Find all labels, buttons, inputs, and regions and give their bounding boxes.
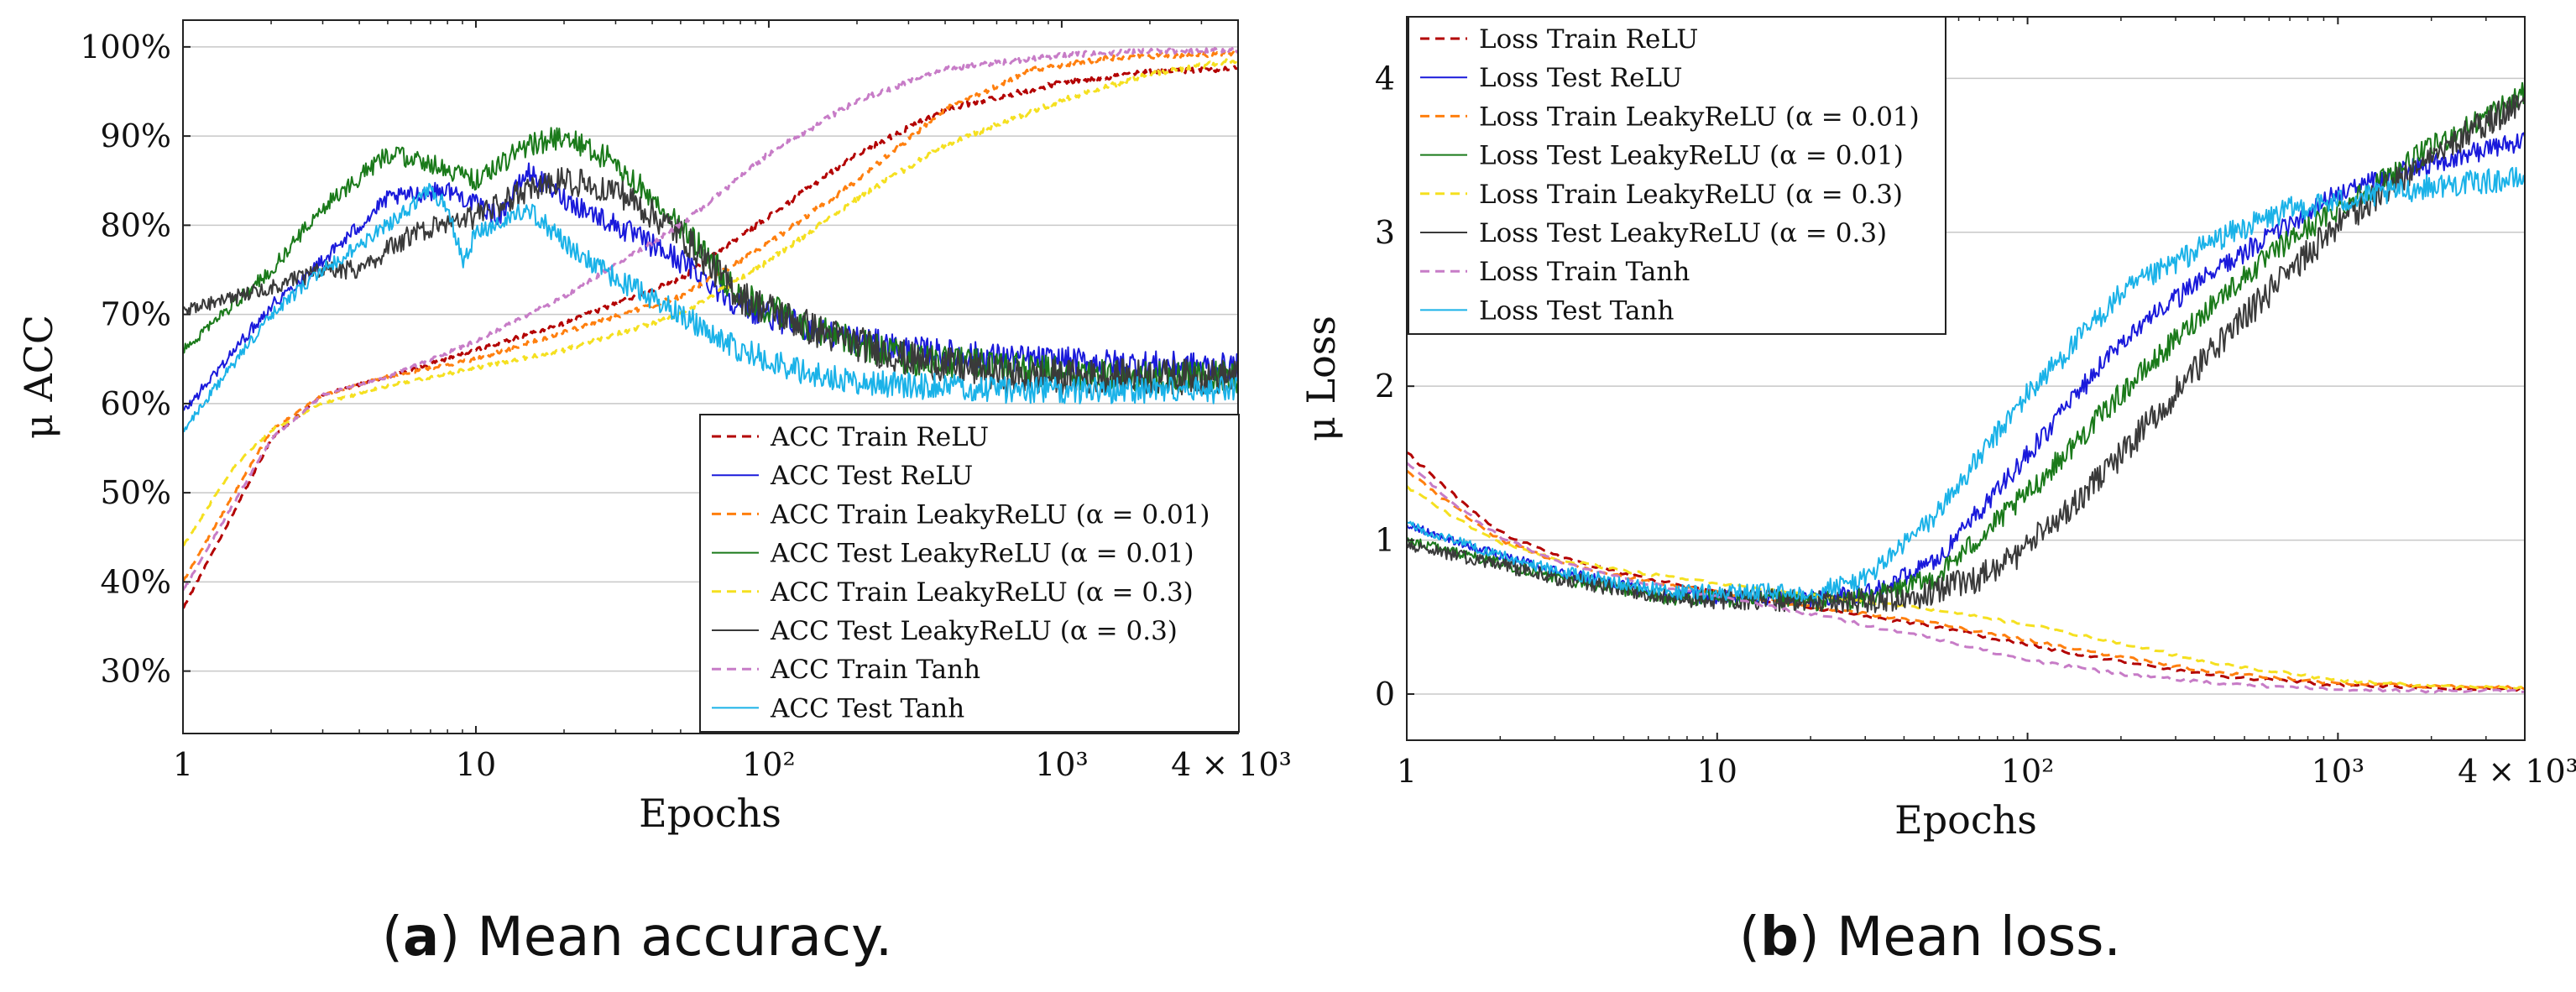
acc-series-acc-test-relu [183, 162, 1238, 412]
loss-x-tick-label: 10 [1697, 753, 1737, 790]
loss-y-axis-label: μ Loss [1298, 316, 1344, 441]
loss-legend-entry: Loss Train LeakyReLU (α = 0.3) [1479, 180, 1903, 210]
loss-legend: Loss Train ReLU Loss Test ReLU Loss Train … [1408, 16, 1946, 335]
acc-legend-entry: ACC Train LeakyReLU (α = 0.3) [770, 577, 1194, 608]
loss-y-tick-label: 4 [1375, 60, 1395, 97]
acc-x-tick-label: 1 [173, 746, 193, 783]
acc-legend-entry: ACC Test LeakyReLU (α = 0.3) [770, 616, 1178, 646]
acc-legend: ACC Train ReLU ACC Test ReLU ACC Train Lea… [699, 414, 1240, 733]
loss-legend-entry: Loss Test LeakyReLU (α = 0.3) [1479, 218, 1887, 248]
acc-series-acc-train-relu [183, 65, 1238, 609]
loss-legend-entry: Loss Test ReLU [1479, 63, 1682, 93]
acc-legend-entry: ACC Train ReLU [770, 422, 989, 452]
loss-legend-entry: Loss Train ReLU [1479, 24, 1698, 55]
acc-x-tick-label: 10² [742, 746, 796, 783]
loss-x-axis-label: Epochs [1894, 797, 2037, 843]
acc-series-acc-train-leakyrelu-0-3 [183, 56, 1238, 547]
acc-legend-entry: ACC Train LeakyReLU (α = 0.01) [770, 499, 1210, 530]
loss-x-tick-label: 10³ [2312, 753, 2365, 790]
acc-y-tick-label: 30% [101, 653, 171, 690]
acc-plot-frame [182, 19, 1239, 734]
acc-y-tick-label: 50% [101, 474, 171, 511]
acc-x-tick-label: 4 × 10³ [1171, 746, 1292, 783]
caption-a-letter: a [402, 906, 440, 969]
loss-legend-box [1408, 16, 1946, 335]
loss-y-tick-label: 2 [1375, 368, 1395, 405]
loss-x-tick-label: 10² [2001, 753, 2055, 790]
acc-x-axis-label: Epochs [639, 791, 781, 836]
acc-x-tick-label: 10³ [1035, 746, 1089, 783]
loss-chart: 1 10 10² 10³ 4 × 10³ 0 1 2 3 4 Epochs μ Loss Loss Tr… [1298, 16, 2576, 843]
acc-y-tick-label: 40% [101, 563, 171, 600]
loss-y-tick-label: 1 [1375, 522, 1395, 559]
acc-y-tick-label: 70% [101, 296, 171, 333]
caption-b-letter: b [1759, 906, 1799, 969]
loss-x-tick-label: 4 × 10³ [2458, 753, 2576, 790]
loss-legend-entry: Loss Train Tanh [1479, 257, 1690, 287]
loss-y-tick-label: 3 [1375, 214, 1395, 251]
caption-b: (b) Mean loss. [1739, 906, 2121, 969]
loss-legend-entry: Loss Train LeakyReLU (α = 0.01) [1479, 102, 1920, 132]
loss-x-tick-label: 1 [1397, 753, 1417, 790]
caption-b-text: Mean loss. [1837, 906, 2121, 969]
loss-legend-entry: Loss Test Tanh [1479, 295, 1674, 326]
loss-series-loss-train-leakyrelu-0-01 [1407, 469, 2525, 691]
acc-legend-box [699, 414, 1240, 733]
acc-y-tick-label: 90% [101, 117, 171, 154]
acc-y-tick-label: 100% [80, 29, 171, 65]
caption-a: (a) Mean accuracy. [382, 906, 893, 969]
acc-legend-entry: ACC Test ReLU [770, 461, 973, 491]
caption-a-text: Mean accuracy. [477, 906, 893, 969]
acc-series-acc-train-tanh [183, 46, 1238, 592]
acc-y-tick-label: 80% [101, 206, 171, 243]
acc-legend-entry: ACC Test LeakyReLU (α = 0.01) [770, 539, 1194, 569]
acc-series-acc-test-tanh [183, 182, 1238, 433]
acc-legend-entry: ACC Train Tanh [770, 655, 980, 685]
acc-y-tick-label: 60% [101, 385, 171, 422]
loss-series-loss-test-tanh [1407, 166, 2525, 603]
accuracy-chart: 1 10 10² 10³ 4 × 10³ 30% 40% 50% 60% 70% 80% 90% 100… [16, 19, 1292, 836]
loss-plot-frame [1406, 16, 2526, 741]
acc-y-axis-label: μ ACC [16, 315, 61, 439]
acc-x-tick-label: 10 [456, 746, 496, 783]
acc-legend-entry: ACC Test Tanh [770, 693, 964, 723]
loss-series-loss-train-tanh [1407, 462, 2525, 694]
loss-y-tick-label: 0 [1375, 676, 1395, 713]
loss-legend-entry: Loss Test LeakyReLU (α = 0.01) [1479, 141, 1904, 171]
